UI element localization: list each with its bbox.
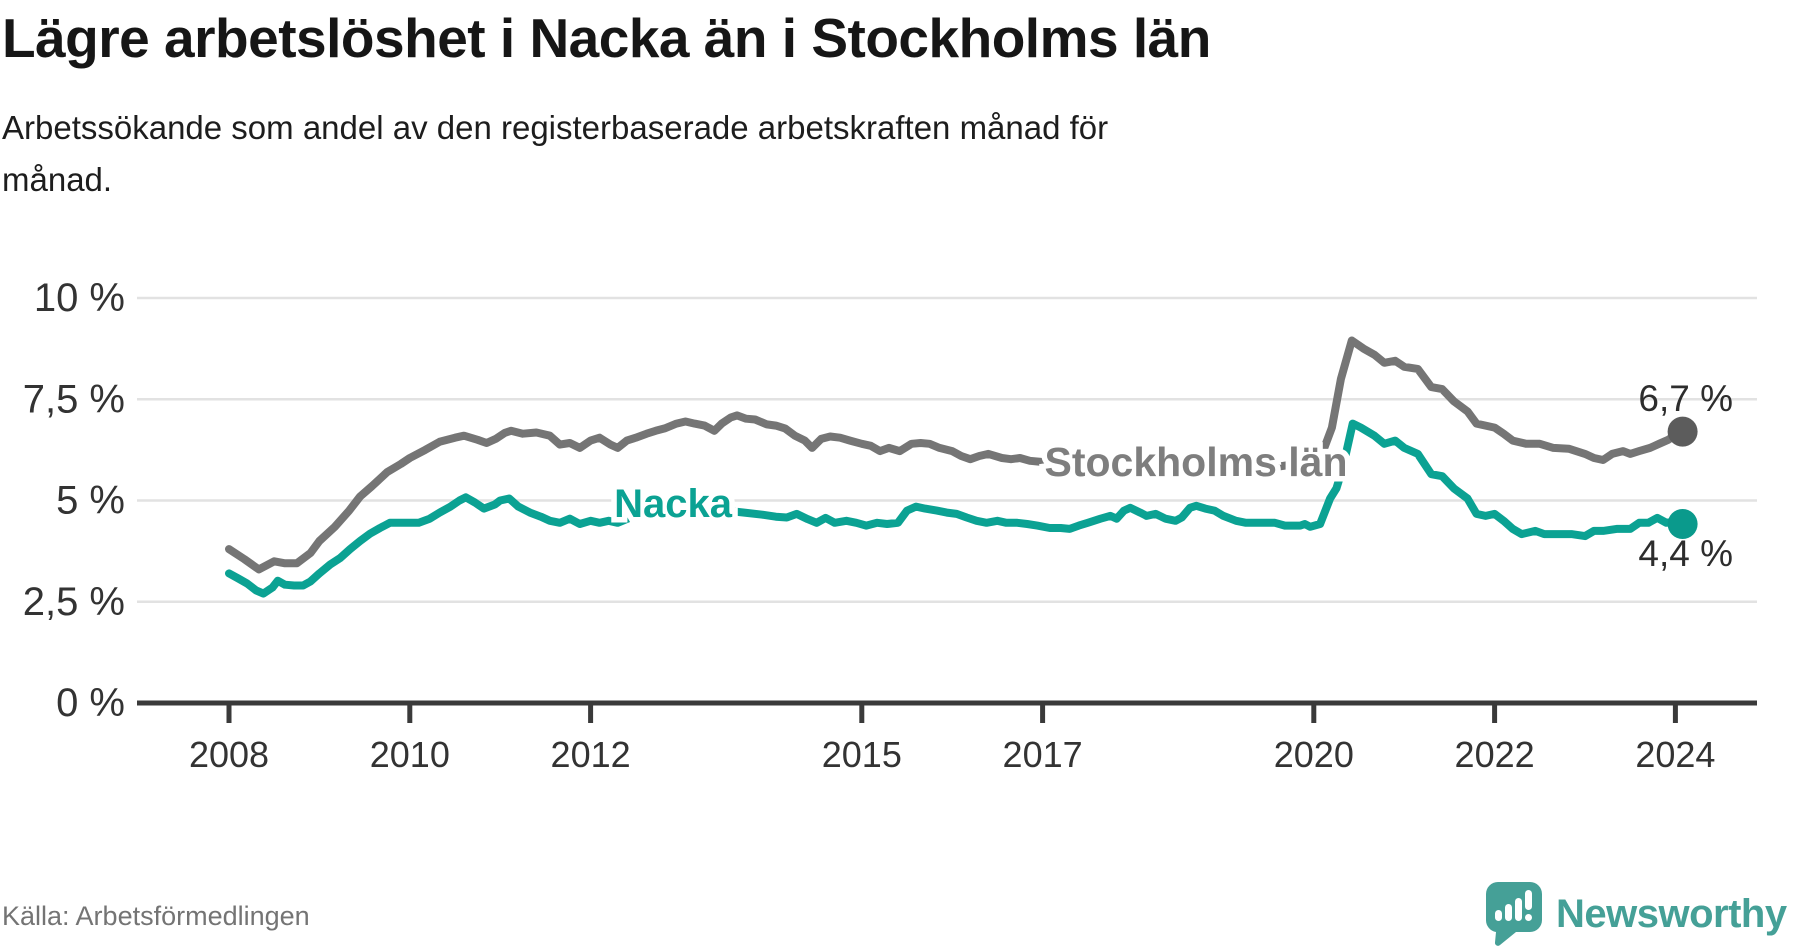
chart-subtitle: Arbetssökande som andel av den registerb… (2, 102, 1108, 206)
newsworthy-logo-icon (1486, 882, 1542, 946)
x-tick-label: 2020 (1274, 734, 1354, 775)
x-tick-label: 2024 (1635, 734, 1715, 775)
chart-subtitle-line2: månad. (2, 161, 113, 198)
x-tick-label: 2015 (822, 734, 902, 775)
page-title: Lägre arbetslöshet i Nacka än i Stockhol… (2, 7, 1211, 69)
end-value-label-stockholms-lan: 6,7 % (1638, 378, 1733, 419)
newsworthy-logo-text: Newsworthy (1556, 891, 1787, 936)
end-dot-nacka (1667, 509, 1698, 539)
x-tick-label: 2012 (551, 734, 631, 775)
x-tick-label: 2017 (1003, 734, 1083, 775)
series-label-stockholms-lan: Stockholms län (1044, 439, 1347, 485)
chart-subtitle-line1: Arbetssökande som andel av den registerb… (2, 109, 1109, 146)
y-tick-label: 5 % (56, 479, 125, 523)
x-tick-label: 2010 (370, 734, 450, 775)
x-tick-label: 2022 (1455, 734, 1535, 775)
series-line-nacka (225, 419, 1687, 598)
y-tick-label: 7,5 % (23, 377, 125, 421)
series-label-nacka: Nacka (614, 482, 733, 526)
source-note: Källa: Arbetsförmedlingen (2, 901, 310, 931)
y-tick-label: 2,5 % (23, 580, 125, 624)
newsworthy-logo: Newsworthy (1486, 882, 1787, 946)
series-line-stockholms-lan (225, 336, 1687, 574)
y-tick-label: 10 % (34, 276, 125, 320)
end-value-label-nacka: 4,4 % (1638, 533, 1733, 574)
y-tick-label: 0 % (56, 681, 125, 725)
x-tick-label: 2008 (189, 734, 269, 775)
end-dot-stockholms-lan (1667, 416, 1698, 447)
